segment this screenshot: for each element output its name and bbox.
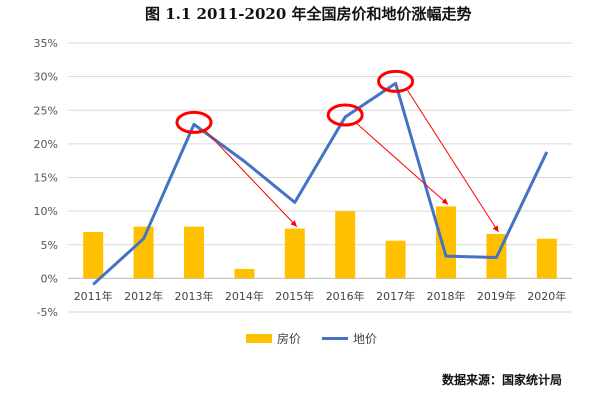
x-tick-label: 2016年: [326, 289, 365, 303]
x-tick-label: 2020年: [527, 289, 566, 303]
y-tick-label: 0%: [41, 272, 58, 285]
bar-house-price: [234, 268, 255, 279]
legend-label-land-price: 地价: [353, 332, 377, 346]
bar-house-price: [385, 240, 406, 279]
line-layer: [92, 81, 549, 286]
bar-house-price: [284, 228, 305, 279]
x-tick-labels: 2011年 2012年 2013年 2014年 2015年 2016年 2017年 2018年…: [74, 289, 567, 303]
bar-house-price: [83, 231, 104, 279]
y-tick-label: 25%: [34, 104, 58, 117]
annotation-arrow: [407, 90, 499, 233]
annotation-arrow: [356, 123, 449, 205]
bar-house-price: [184, 226, 204, 279]
y-tick-label: 35%: [34, 37, 58, 50]
x-tick-label: 2014年: [225, 289, 264, 303]
legend: 房价 地价: [246, 331, 377, 346]
highlight-circle: [377, 69, 415, 93]
x-tick-label: 2017年: [376, 289, 415, 303]
data-source: 数据来源：国家统计局: [442, 372, 562, 387]
bar-house-price: [436, 206, 456, 279]
annotation-arrow: [205, 131, 298, 227]
bar-house-price: [536, 238, 557, 279]
x-tick-label: 2019年: [477, 289, 516, 303]
y-tick-label: 5%: [41, 239, 58, 252]
x-tick-label: 2018年: [427, 289, 466, 303]
bar-house-price: [133, 226, 154, 279]
y-tick-labels: 35% 30% 25% 20% 15% 10% 5% 0% -5%: [34, 37, 58, 319]
x-tick-label: 2015年: [275, 289, 314, 303]
y-tick-label: 30%: [34, 71, 58, 84]
legend-label-house-price: 房价: [277, 331, 301, 346]
x-tick-label: 2013年: [175, 289, 214, 303]
y-tick-label: 15%: [34, 172, 58, 185]
legend-swatch-house-price: [246, 334, 272, 343]
annotation-layer: [175, 69, 499, 233]
line-land-price: [92, 81, 549, 286]
bar-house-price: [335, 211, 356, 279]
y-tick-label: -5%: [37, 306, 58, 319]
chart-title: 图 1.1 2011-2020 年全国房价和地价涨幅走势: [145, 5, 472, 23]
y-tick-label: 20%: [34, 138, 58, 151]
highlight-circle: [326, 103, 364, 127]
x-tick-label: 2012年: [124, 289, 163, 303]
highlight-circle: [175, 110, 213, 134]
x-tick-label: 2011年: [74, 289, 113, 303]
y-tick-label: 10%: [34, 205, 58, 218]
